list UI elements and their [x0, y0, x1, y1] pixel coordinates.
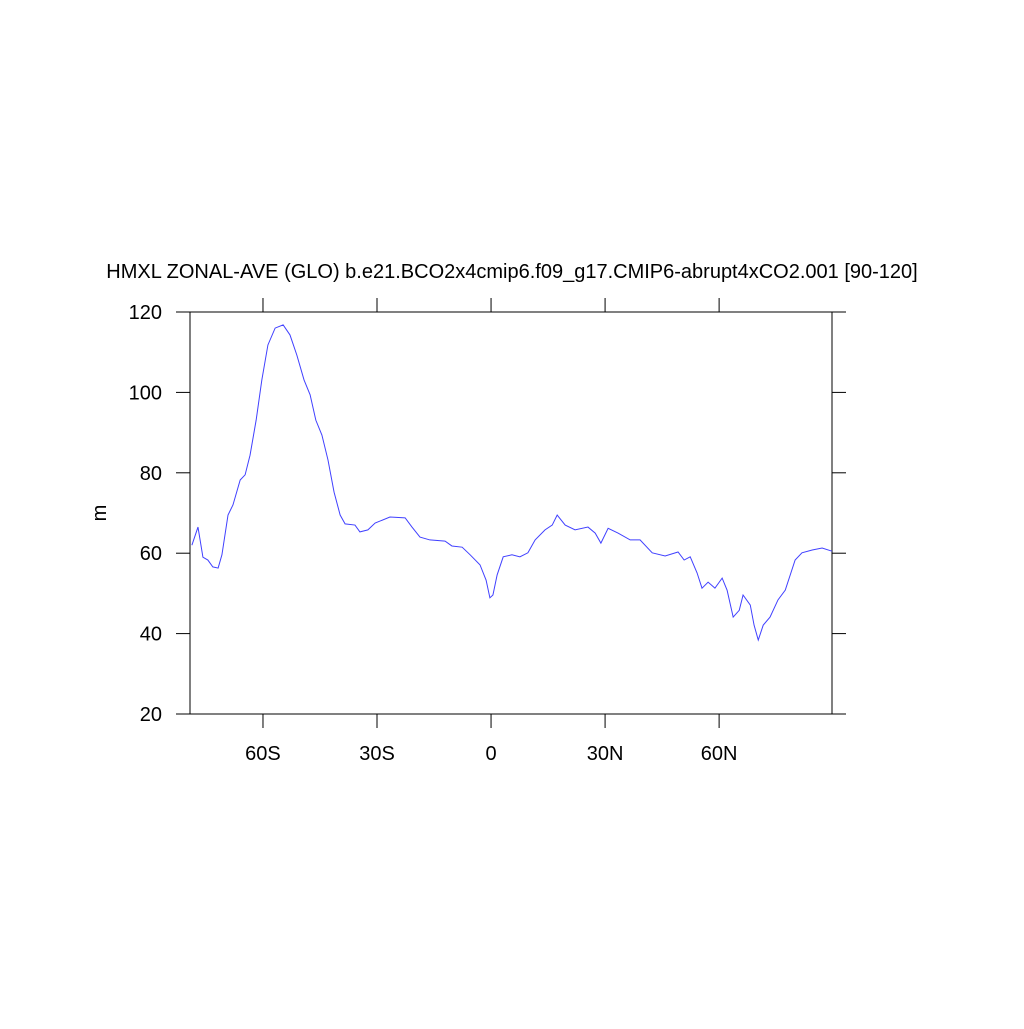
x-tick-label: 60S	[245, 743, 281, 765]
plot-frame	[189, 311, 833, 715]
x-tick-label: 30N	[587, 743, 624, 765]
x-tick-label: 60N	[701, 743, 738, 765]
chart-title: HMXL ZONAL-AVE (GLO) b.e21.BCO2x4cmip6.f…	[106, 261, 917, 283]
x-tick-label: 0	[485, 743, 496, 765]
y-tick-label: 40	[140, 624, 162, 646]
x-tick-label: 30S	[359, 743, 395, 765]
y-tick-label: 80	[140, 463, 162, 485]
y-tick-label: 60	[140, 543, 162, 565]
data-line	[191, 324, 833, 642]
y-tick-label: 20	[140, 704, 162, 726]
y-tick-label: 120	[129, 302, 162, 324]
y-axis-label: m	[89, 505, 111, 522]
y-tick-label: 100	[129, 382, 162, 404]
